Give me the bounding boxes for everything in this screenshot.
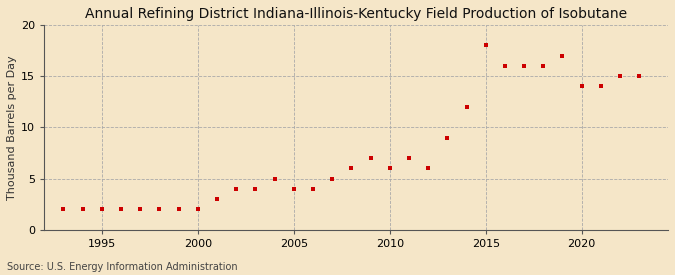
Title: Annual Refining District Indiana-Illinois-Kentucky Field Production of Isobutane: Annual Refining District Indiana-Illinoi…: [85, 7, 627, 21]
Y-axis label: Thousand Barrels per Day: Thousand Barrels per Day: [7, 55, 17, 200]
Text: Source: U.S. Energy Information Administration: Source: U.S. Energy Information Administ…: [7, 262, 238, 272]
